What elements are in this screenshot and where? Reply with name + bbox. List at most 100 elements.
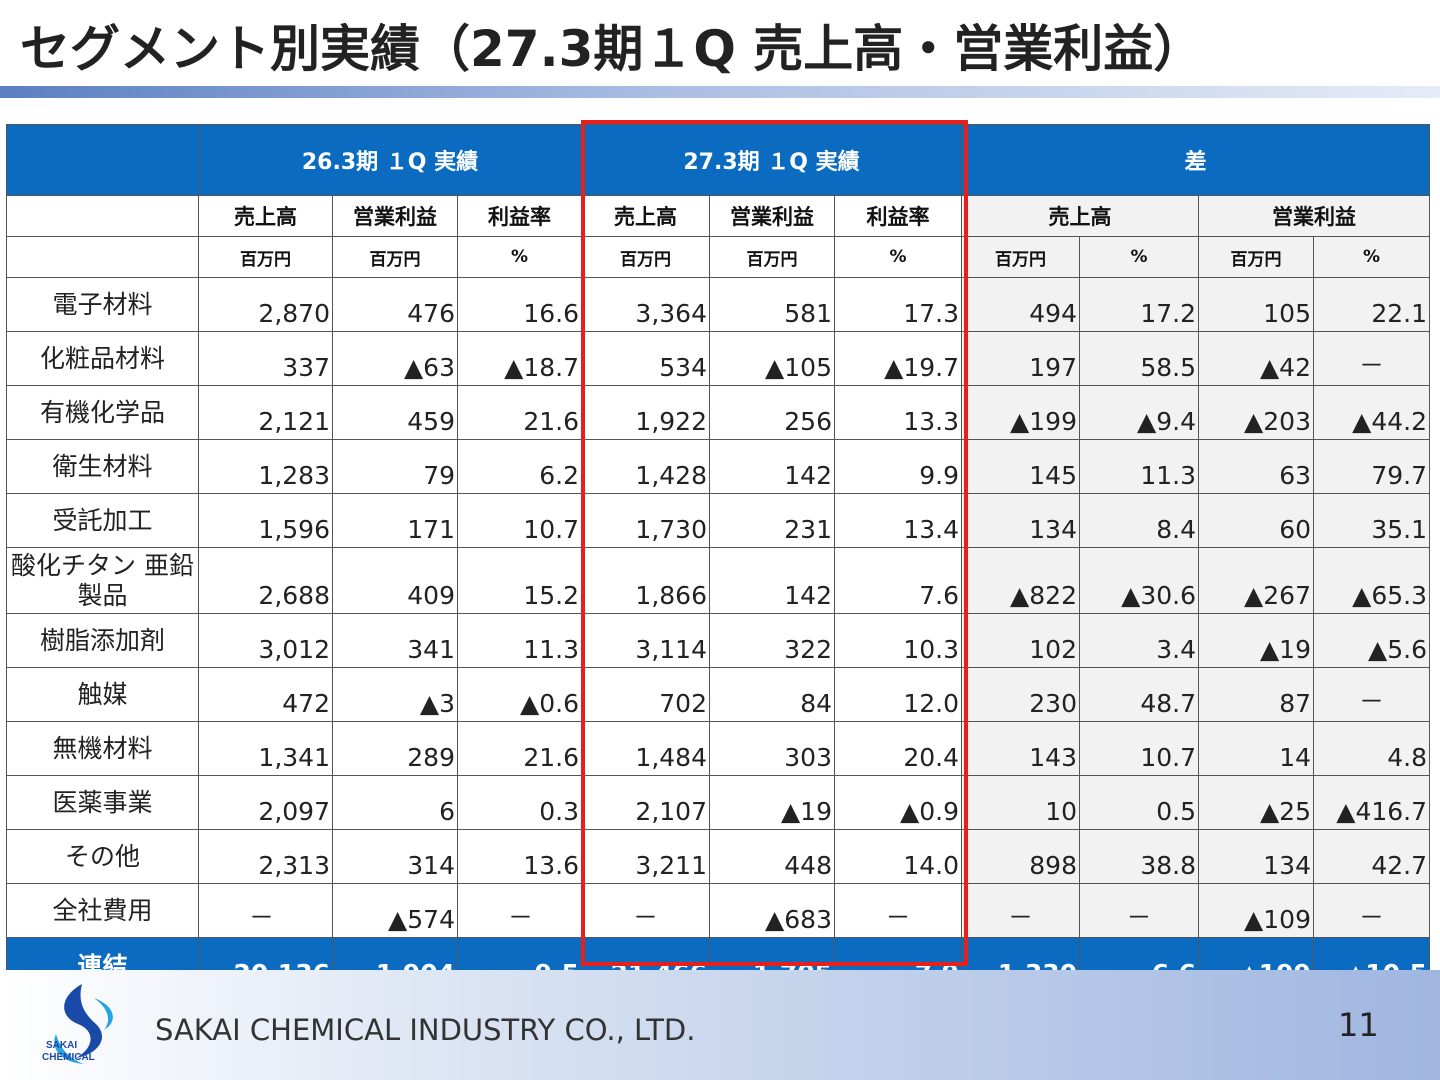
- unit-cell: %: [834, 236, 962, 278]
- table-cell: 3.4: [1079, 613, 1199, 668]
- table-cell: 6: [332, 775, 458, 830]
- table-cell: ▲0.6: [457, 667, 582, 722]
- table-cell: 2,107: [581, 775, 710, 830]
- group-header-curr: 27.3期 １Q 実績: [581, 124, 962, 196]
- table-cell: 1,341: [198, 721, 333, 776]
- segment-label: 樹脂添加剤: [6, 613, 199, 668]
- table-row: 無機材料 1,341 289 21.6 1,484 303 20.4 143 10.7 14 4.8: [6, 721, 1431, 776]
- table-cell: －: [961, 883, 1080, 938]
- table-cell: 63: [1198, 439, 1314, 494]
- logo-text-sakai: SAKAI: [46, 1040, 77, 1051]
- table-cell: 476: [332, 277, 458, 332]
- table-cell: 84: [709, 667, 835, 722]
- table-cell: ▲19: [1198, 613, 1314, 668]
- table-cell: ▲267: [1198, 547, 1314, 614]
- table-row: 化粧品材料 337 ▲63 ▲18.7 534 ▲105 ▲19.7 197 58.5 ▲42 －: [6, 331, 1431, 386]
- logo-text-chemical: CHEMICAL: [42, 1052, 95, 1063]
- sub-header: 売上高: [581, 195, 710, 237]
- table-cell: 1,922: [581, 385, 710, 440]
- table-cell: 134: [1198, 829, 1314, 884]
- table-cell: 3,364: [581, 277, 710, 332]
- table-cell: ▲18.7: [457, 331, 582, 386]
- unit-cell: 百万円: [581, 236, 710, 278]
- table-cell: 230: [961, 667, 1080, 722]
- table-cell: 341: [332, 613, 458, 668]
- table-cell: ▲109: [1198, 883, 1314, 938]
- table-cell: 1,730: [581, 493, 710, 548]
- table-cell: 0.5: [1079, 775, 1199, 830]
- table-row: 全社費用－ ▲574 －－ ▲683 －－－ ▲109 －: [6, 883, 1431, 938]
- table-cell: 10.7: [1079, 721, 1199, 776]
- table-cell: 105: [1198, 277, 1314, 332]
- table-cell: ▲203: [1198, 385, 1314, 440]
- segment-label: 触媒: [6, 667, 199, 722]
- table-cell: 303: [709, 721, 835, 776]
- sub-header: 営業利益: [709, 195, 835, 237]
- sub-header-row: 売上高 営業利益 利益率 売上高 営業利益 利益率 売上高 営業利益: [6, 195, 1431, 237]
- table-cell: 1,283: [198, 439, 333, 494]
- table-cell: 79.7: [1312, 439, 1431, 494]
- segment-label: その他: [6, 829, 199, 884]
- segment-label: 医薬事業: [6, 775, 199, 830]
- table-cell: 10: [961, 775, 1080, 830]
- table-cell: －: [1312, 331, 1431, 386]
- table-cell: －: [198, 883, 333, 938]
- table-cell: 1,596: [198, 493, 333, 548]
- table-row: 医薬事業 2,097 6 0.3 2,107 ▲19 ▲0.9 10 0.5 ▲25 ▲416.7: [6, 775, 1431, 830]
- table-cell: 3,211: [581, 829, 710, 884]
- table-cell: ▲5.6: [1312, 613, 1431, 668]
- table-cell: 48.7: [1079, 667, 1199, 722]
- segment-label: 有機化学品: [6, 385, 199, 440]
- table-cell: ▲63: [332, 331, 458, 386]
- table-cell: 16.6: [457, 277, 582, 332]
- table-cell: 314: [332, 829, 458, 884]
- page-number: 11: [1338, 1006, 1379, 1044]
- unit-cell: %: [1079, 236, 1199, 278]
- table-cell: 102: [961, 613, 1080, 668]
- sub-header: 利益率: [834, 195, 962, 237]
- table-cell: －: [457, 883, 582, 938]
- table-cell: 2,313: [198, 829, 333, 884]
- table-cell: 7.6: [834, 547, 962, 614]
- table-cell: －: [1079, 883, 1199, 938]
- table-row: 電子材料 2,870 476 16.6 3,364 581 17.3 494 17.2 105 22…: [6, 277, 1431, 332]
- table-cell: 898: [961, 829, 1080, 884]
- table-cell: ▲19: [709, 775, 835, 830]
- table-cell: ▲822: [961, 547, 1080, 614]
- table-cell: 21.6: [457, 721, 582, 776]
- table-cell: 10.7: [457, 493, 582, 548]
- unit-cell: 百万円: [1198, 236, 1314, 278]
- table-cell: 14.0: [834, 829, 962, 884]
- table-cell: －: [581, 883, 710, 938]
- table-cell: 2,688: [198, 547, 333, 614]
- table-cell: 8.4: [1079, 493, 1199, 548]
- table-cell: 6.2: [457, 439, 582, 494]
- table-cell: ▲44.2: [1312, 385, 1431, 440]
- table-cell: ▲0.9: [834, 775, 962, 830]
- table-row: その他 2,313 314 13.6 3,211 448 14.0 898 38.8 134 42.…: [6, 829, 1431, 884]
- table-cell: 702: [581, 667, 710, 722]
- unit-cell: 百万円: [961, 236, 1080, 278]
- table-cell: 58.5: [1079, 331, 1199, 386]
- table-cell: 10.3: [834, 613, 962, 668]
- table-cell: ▲25: [1198, 775, 1314, 830]
- table-cell: ▲42: [1198, 331, 1314, 386]
- table-cell: 17.2: [1079, 277, 1199, 332]
- table-cell: 289: [332, 721, 458, 776]
- table-cell: ▲574: [332, 883, 458, 938]
- unit-cell: 百万円: [198, 236, 333, 278]
- segment-label: 全社費用: [6, 883, 199, 938]
- unit-cell: 百万円: [709, 236, 835, 278]
- table-row: 樹脂添加剤 3,012 341 11.3 3,114 322 10.3 102 3.4 ▲19 ▲5…: [6, 613, 1431, 668]
- table-row: 触媒 472 ▲3 ▲0.6 702 84 12.0 230 48.7 87 －: [6, 667, 1431, 722]
- segment-results-table: 26.3期 １Q 実績 27.3期 １Q 実績 差 売上高 営業利益 利益率 売…: [6, 124, 1431, 992]
- table-cell: 534: [581, 331, 710, 386]
- table-cell: 448: [709, 829, 835, 884]
- table-cell: 459: [332, 385, 458, 440]
- unit-cell: %: [457, 236, 582, 278]
- table-cell: 38.8: [1079, 829, 1199, 884]
- company-name: SAKAI CHEMICAL INDUSTRY CO., LTD.: [155, 1013, 696, 1047]
- table-cell: 3,012: [198, 613, 333, 668]
- sub-header: 営業利益: [1197, 195, 1431, 237]
- table-cell: 12.0: [834, 667, 962, 722]
